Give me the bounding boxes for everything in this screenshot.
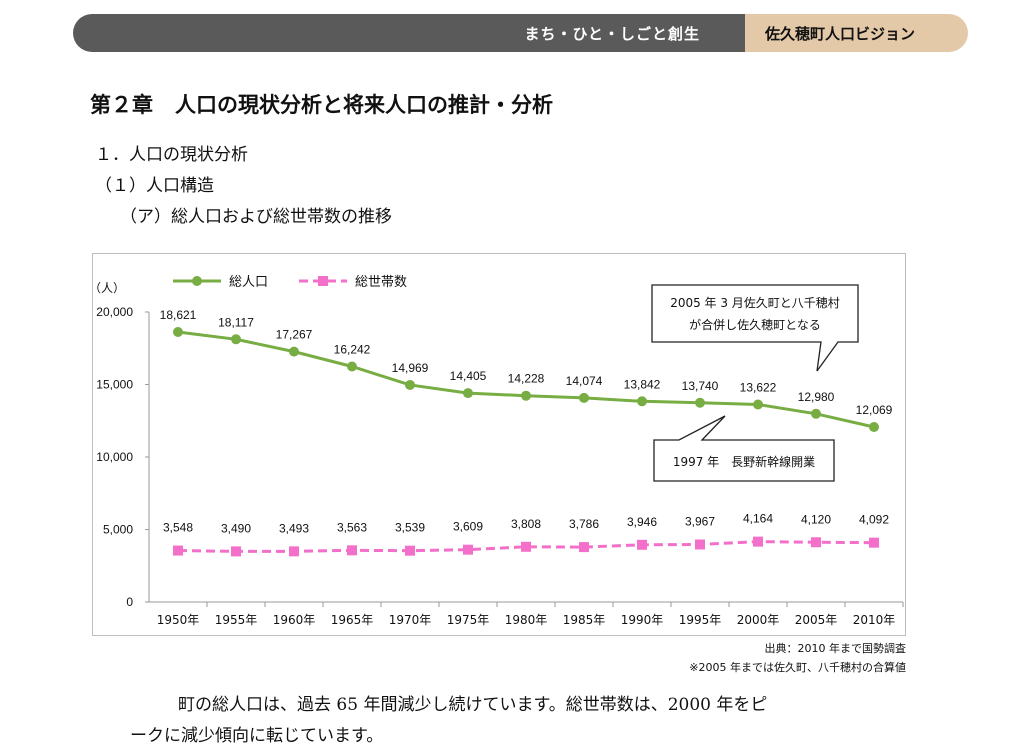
series-2-point bbox=[869, 537, 879, 548]
y-axis-unit: （人） bbox=[93, 281, 125, 295]
chapter-number: 第２章 bbox=[90, 93, 153, 117]
header-right-label: 佐久穂町人口ビジョン bbox=[765, 25, 916, 43]
series-1-point bbox=[231, 334, 241, 345]
series-2-point bbox=[347, 545, 357, 556]
series-1-point bbox=[289, 346, 299, 357]
y-tick-label: 15,000 bbox=[96, 378, 133, 392]
series-1-point bbox=[637, 396, 647, 407]
series-1-point bbox=[579, 392, 589, 403]
series-2-data-label: 4,092 bbox=[859, 513, 889, 527]
header-band-left: まち・ひと・しごと創生 bbox=[73, 14, 748, 52]
source-note: 出典：2010 年まで国勢調査 bbox=[764, 642, 907, 655]
series-1-point bbox=[463, 388, 473, 399]
series-1-point bbox=[173, 326, 183, 337]
legend-marker-1 bbox=[192, 276, 202, 286]
body-line-1: 町の総人口は、過去 65 年間減少し続けています。総世帯数は、2000 年をピ bbox=[178, 695, 768, 715]
x-tick-label: 2010年 bbox=[853, 613, 896, 627]
series-2-point bbox=[405, 545, 415, 556]
series-2-point bbox=[289, 546, 299, 557]
annotation-callout-merger bbox=[651, 284, 859, 372]
subsection-heading: （１）人口構造 bbox=[95, 176, 214, 196]
series-1-data-label: 13,740 bbox=[682, 379, 719, 393]
series-2-point bbox=[173, 545, 183, 556]
series-1-data-label: 16,242 bbox=[334, 342, 371, 356]
legend-label-2: 総世帯数 bbox=[355, 275, 407, 290]
series-2-data-label: 4,164 bbox=[743, 512, 773, 526]
series-2-point bbox=[231, 546, 241, 557]
series-2-data-label: 3,946 bbox=[627, 515, 657, 529]
x-tick-label: 1980年 bbox=[505, 613, 548, 627]
series-1-data-label: 12,069 bbox=[856, 403, 893, 417]
y-tick-label: 0 bbox=[126, 595, 133, 609]
series-1-data-label: 13,622 bbox=[740, 380, 777, 394]
x-tick-label: 1950年 bbox=[157, 613, 200, 627]
series-2-data-label: 3,967 bbox=[685, 514, 715, 528]
series-2-point bbox=[811, 537, 821, 548]
series-1-data-label: 14,228 bbox=[508, 372, 545, 386]
annotation-shinkansen-line: 1997 年 長野新幹線開業 bbox=[673, 454, 815, 469]
x-tick-label: 1975年 bbox=[447, 613, 490, 627]
series-2-data-label: 3,808 bbox=[511, 517, 541, 531]
series-2-point bbox=[637, 539, 647, 550]
annotation-merger-line-2: が合併し佐久穂町となる bbox=[689, 317, 821, 332]
series-2-point bbox=[753, 536, 763, 547]
legend-marker-2 bbox=[318, 276, 328, 286]
series-2-data-label: 3,539 bbox=[395, 521, 425, 535]
series-1-data-label: 17,267 bbox=[276, 328, 313, 342]
x-tick-label: 1955年 bbox=[215, 613, 258, 627]
x-tick-label: 1960年 bbox=[273, 613, 316, 627]
remark-note: ※2005 年までは佐久町、八千穂村の合算値 bbox=[689, 661, 906, 674]
series-1-point bbox=[869, 421, 879, 432]
series-2-data-label: 4,120 bbox=[801, 512, 831, 526]
series-2-point bbox=[521, 541, 531, 552]
chart-frame: 0 5,000 10,000 15,000 20,000 （人） 1950年 1955年 196… bbox=[92, 253, 906, 636]
series-2-point bbox=[463, 544, 473, 555]
population-chart: 0 5,000 10,000 15,000 20,000 （人） 1950年 1955年 196… bbox=[93, 275, 904, 627]
legend-label-1: 総人口 bbox=[229, 275, 268, 290]
series-2-data-label: 3,490 bbox=[221, 521, 251, 535]
x-tick-label: 1995年 bbox=[679, 613, 722, 627]
series-1-point bbox=[405, 379, 415, 390]
x-tick-label: 2000年 bbox=[737, 613, 780, 627]
series-1-data-label: 12,980 bbox=[798, 390, 835, 404]
series-1-data-label: 14,405 bbox=[450, 369, 487, 383]
series-2-data-label: 3,786 bbox=[569, 517, 599, 531]
series-2-point bbox=[695, 539, 705, 550]
page-header: まち・ひと・しごと創生 佐久穂町人口ビジョン bbox=[73, 14, 968, 52]
series-1-data-label: 18,621 bbox=[160, 308, 197, 322]
series-1-data-label: 18,117 bbox=[218, 315, 254, 329]
series-1-data-label: 13,842 bbox=[624, 377, 661, 391]
subsubsection-heading: （ア）総人口および総世帯数の推移 bbox=[120, 207, 392, 227]
header-left-label: まち・ひと・しごと創生 bbox=[524, 25, 700, 43]
x-tick-label: 1970年 bbox=[389, 613, 432, 627]
series-2-data-label: 3,563 bbox=[337, 520, 367, 534]
section-heading: １．人口の現状分析 bbox=[95, 145, 248, 165]
x-tick-label: 1965年 bbox=[331, 613, 374, 627]
annotation-callout-shinkansen bbox=[653, 415, 835, 482]
series-2-data-label: 3,609 bbox=[453, 520, 483, 534]
header-band-right: 佐久穂町人口ビジョン bbox=[745, 14, 968, 52]
x-tick-label: 2005年 bbox=[795, 613, 838, 627]
body-paragraph: 町の総人口は、過去 65 年間減少し続けています。総世帯数は、2000 年をピ … bbox=[130, 690, 910, 752]
series-1-point bbox=[695, 397, 705, 408]
chapter-title: 第２章 人口の現状分析と将来人口の推計・分析 bbox=[90, 89, 553, 119]
series-1-data-label: 14,074 bbox=[566, 374, 603, 388]
y-tick-label: 20,000 bbox=[96, 305, 133, 319]
series-1-point bbox=[753, 399, 763, 410]
series-1-point bbox=[811, 408, 821, 419]
body-line-2: ークに減少傾向に転じています。 bbox=[130, 726, 384, 746]
series-2-data-label: 3,493 bbox=[279, 521, 309, 535]
x-tick-label: 1985年 bbox=[563, 613, 606, 627]
chapter-title-text: 人口の現状分析と将来人口の推計・分析 bbox=[175, 93, 553, 117]
series-1-point bbox=[347, 361, 357, 372]
x-tick-label: 1990年 bbox=[621, 613, 664, 627]
y-tick-label: 10,000 bbox=[96, 450, 133, 464]
series-1-point bbox=[521, 390, 531, 401]
y-tick-label: 5,000 bbox=[103, 523, 133, 537]
annotation-merger-line-1: 2005 年 3 月佐久町と八千穂村 bbox=[670, 296, 840, 310]
series-1-data-label: 14,969 bbox=[392, 361, 429, 375]
series-2-data-label: 3,548 bbox=[163, 521, 193, 535]
series-2-point bbox=[579, 542, 589, 553]
